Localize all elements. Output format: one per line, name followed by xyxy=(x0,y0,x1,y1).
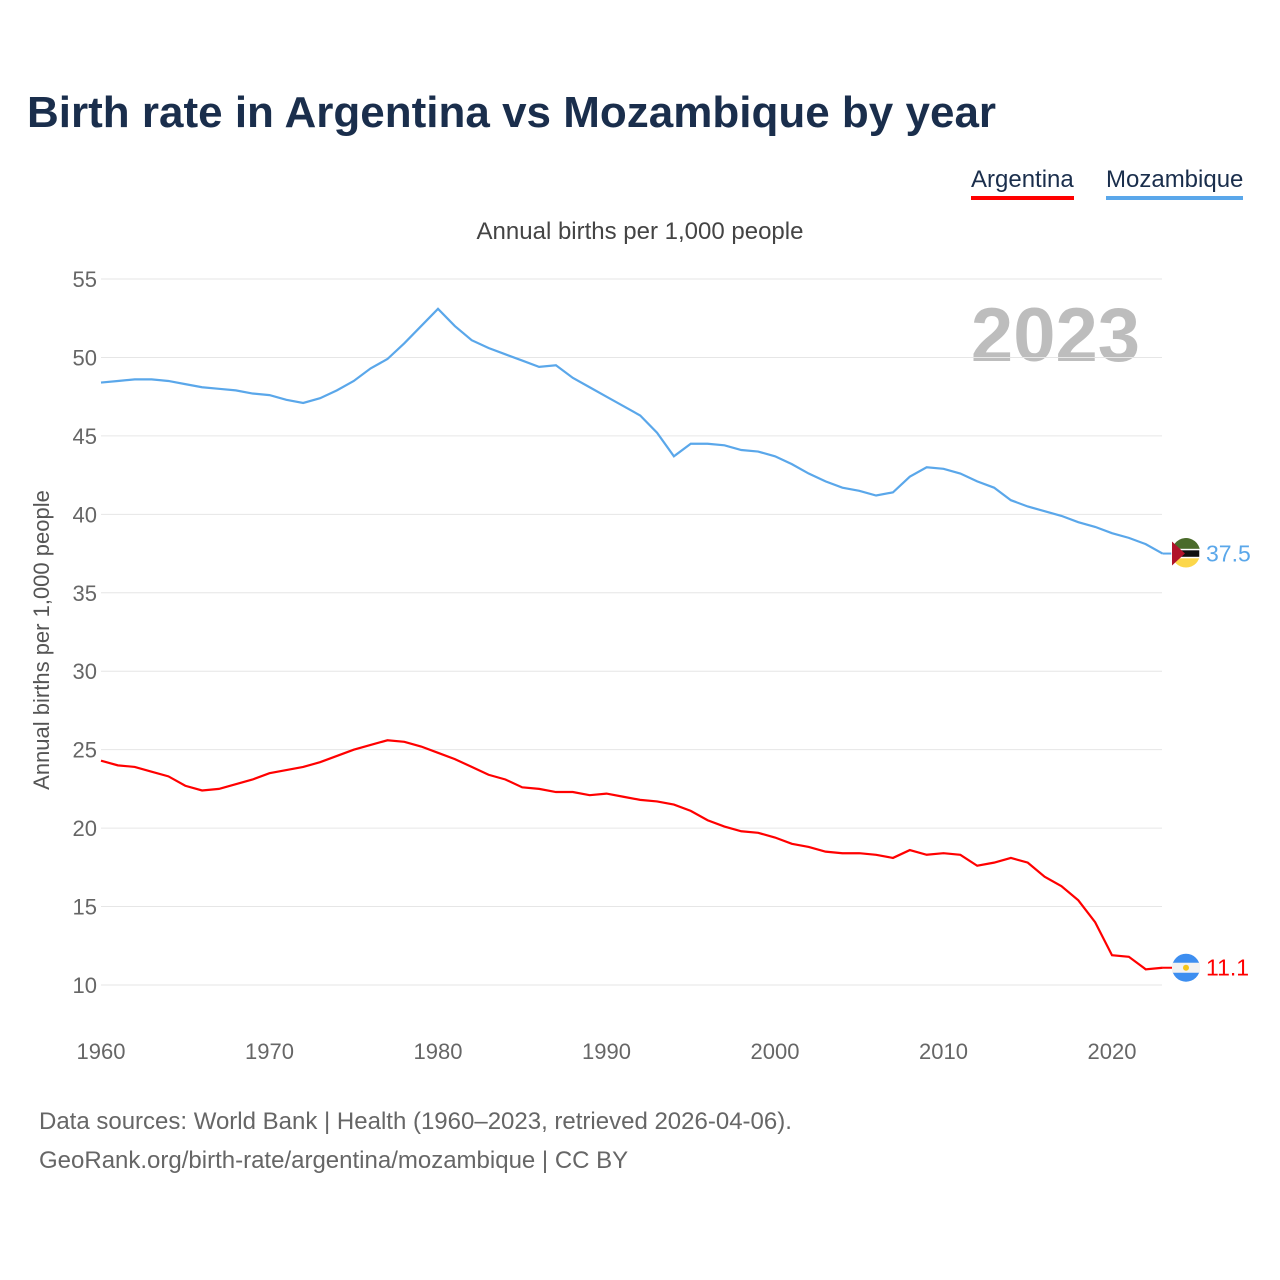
y-tick-label: 50 xyxy=(73,345,97,370)
x-tick-label: 2010 xyxy=(919,1039,968,1064)
footer-link[interactable]: GeoRank.org/birth-rate/argentina/mozambi… xyxy=(39,1147,629,1174)
y-tick-label: 20 xyxy=(73,816,97,841)
series-line-mozambique xyxy=(100,307,1164,555)
x-tick-label: 2020 xyxy=(1088,1039,1137,1064)
series-line-argentina xyxy=(100,739,1163,971)
y-tick-label: 40 xyxy=(73,502,97,527)
mozambique-flag-red xyxy=(1172,541,1185,566)
x-tick-label: 1980 xyxy=(414,1039,463,1064)
x-tick-label: 2000 xyxy=(751,1039,800,1064)
y-tick-label: 25 xyxy=(73,738,97,763)
y-tick-label: 55 xyxy=(73,267,97,292)
year-label: 2023 xyxy=(970,293,1140,378)
x-tick-label: 1990 xyxy=(582,1039,631,1064)
y-tick-label: 45 xyxy=(73,424,97,449)
x-tick-label: 1970 xyxy=(245,1039,294,1064)
chart-subtitle: Annual births per 1,000 people xyxy=(476,218,804,245)
y-tick-label: 15 xyxy=(73,895,97,920)
y-tick-label: 35 xyxy=(73,581,97,606)
argentina-flag-sun xyxy=(1183,964,1189,971)
legend-mozambique[interactable]: Mozambique xyxy=(1106,166,1244,200)
y-tick-label: 30 xyxy=(73,659,97,684)
end-value-label: 37.5 xyxy=(1206,541,1251,567)
end-value-label: 11.1 xyxy=(1206,955,1249,981)
footer-sources: Data sources: World Bank | Health (1960–… xyxy=(39,1108,792,1135)
legend-argentina[interactable]: Argentina xyxy=(971,166,1074,200)
y-tick-label: 10 xyxy=(73,973,97,998)
chart-title: Birth rate in Argentina vs Mozambique by… xyxy=(27,88,997,137)
x-tick-label: 1960 xyxy=(77,1039,126,1064)
